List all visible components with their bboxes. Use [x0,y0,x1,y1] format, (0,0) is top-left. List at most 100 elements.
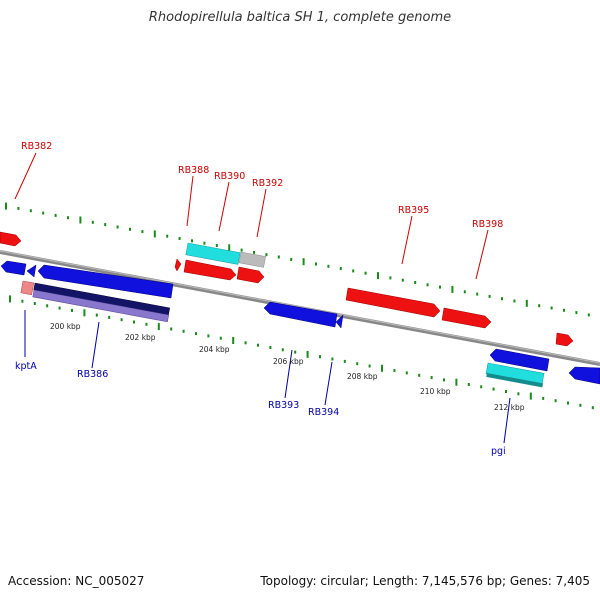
scale-label: 202 kbp [125,333,156,342]
minor-tick [443,378,445,382]
minor-tick [207,334,210,338]
gene-arrow[interactable] [26,264,37,278]
gene-feature-cyan[interactable] [185,242,241,265]
gene-arrow[interactable] [174,258,182,272]
gene-arrow[interactable] [345,287,441,318]
minor-tick [58,306,61,310]
gene-label[interactable]: pgi [491,446,506,457]
minor-tick [116,225,119,229]
minor-tick [294,350,297,354]
minor-tick [120,318,123,322]
minor-tick [170,327,173,331]
minor-tick [277,255,280,259]
label-leader [503,397,511,444]
minor-tick [339,267,342,271]
minor-tick [517,392,520,396]
minor-tick [71,308,73,312]
minor-tick [418,373,421,377]
minor-tick [364,271,367,275]
minor-tick [587,313,590,317]
minor-tick [393,369,396,373]
label-leader [401,215,413,265]
minor-tick [352,269,355,273]
gene-label[interactable]: RB393 [268,400,299,411]
minor-tick [33,302,36,305]
major-tick [377,272,379,280]
minor-tick [129,227,131,231]
gene-label[interactable]: kptA [15,361,37,372]
major-tick [306,350,309,358]
upper-tick-track [5,202,590,317]
genome-backbone-highlight [0,250,600,364]
minor-tick [488,294,491,298]
minor-tick [265,253,268,257]
minor-tick [91,220,94,224]
minor-tick [257,343,259,347]
reverse-gene-labels: kptA RB386 RB393 RB394 pgi [15,310,511,457]
scale-label: 210 kbp [420,387,451,396]
gene-feature-gray[interactable] [238,251,266,268]
gene-label[interactable]: RB395 [398,205,429,216]
gene-label[interactable]: RB398 [472,219,503,230]
label-leader [186,175,194,227]
minor-tick [492,387,495,391]
minor-tick [178,237,181,240]
gene-arrow[interactable] [263,301,338,328]
minor-tick [290,257,293,261]
label-leader [218,181,230,232]
minor-tick [42,211,45,215]
minor-tick [281,348,284,352]
gene-label[interactable]: RB390 [214,171,245,182]
figure-title: Rhodopirellula baltica SH 1, complete ge… [148,10,452,25]
gene-feature-pink[interactable] [20,280,35,296]
gene-arrow[interactable] [335,314,344,329]
major-tick [153,230,156,238]
minor-tick [182,329,185,333]
scale-label: 200 kbp [50,322,81,331]
gene-arrow[interactable] [555,332,574,347]
minor-tick [579,403,582,407]
gene-arrow[interactable] [489,348,550,372]
forward-gene-track [0,231,574,347]
minor-tick [343,359,346,363]
major-tick [381,364,383,372]
gene-arrow[interactable] [37,264,174,299]
minor-tick [563,308,565,312]
minor-tick [401,278,404,282]
gene-label[interactable]: RB392 [252,178,283,189]
gene-label[interactable]: RB382 [21,141,52,152]
major-tick [455,378,458,386]
minor-tick [356,362,359,366]
major-tick [5,202,7,210]
minor-tick [21,299,24,303]
minor-tick [439,285,441,289]
minor-tick [542,396,545,400]
gene-feature-teal-edge[interactable] [486,373,544,388]
minor-tick [315,262,317,266]
minor-tick [567,401,569,405]
gene-arrow[interactable] [236,266,265,284]
minor-tick [505,390,507,393]
minor-tick [331,357,334,361]
minor-tick [244,341,247,345]
gene-feature-lavender[interactable] [32,289,169,323]
gene-arrow[interactable] [441,307,492,329]
major-tick [9,295,11,303]
minor-tick [538,304,541,308]
minor-tick [476,292,479,296]
scale-labels: 200 kbp 202 kbp 204 kbp 206 kbp 208 kbp … [50,322,525,412]
minor-tick [368,364,371,368]
minor-tick [550,306,553,310]
label-leader [256,188,267,238]
minor-tick [46,304,49,308]
minor-tick [501,297,503,301]
gene-label[interactable]: RB386 [77,369,108,380]
gene-arrow[interactable] [0,260,27,276]
gene-arrow[interactable] [568,366,600,385]
gene-arrow[interactable] [183,259,237,281]
label-leader [284,349,293,399]
gene-label[interactable]: RB394 [308,407,339,418]
gene-arrow[interactable] [0,231,22,247]
gene-label[interactable]: RB388 [178,165,209,176]
